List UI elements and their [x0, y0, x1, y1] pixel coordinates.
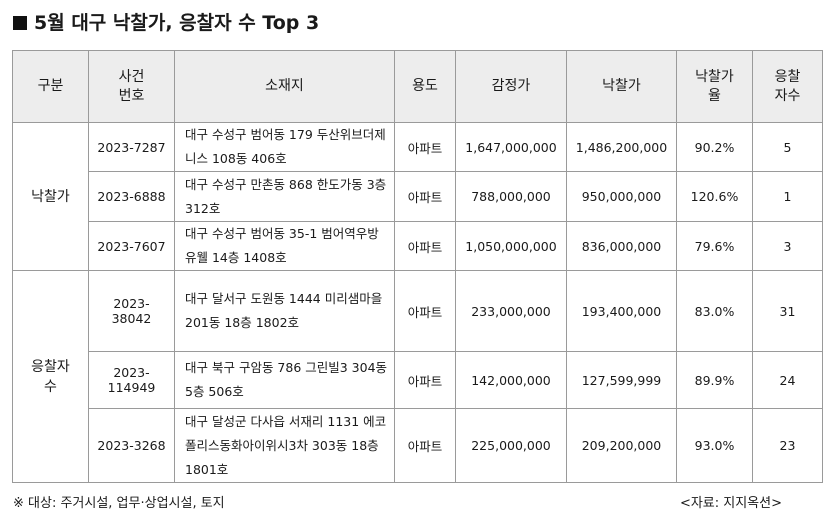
appraisal-value: 1,647,000,000	[455, 122, 567, 172]
bid-rate: 93.0%	[676, 408, 753, 483]
bidder-count: 5	[752, 122, 823, 172]
case-number: 2023-7287	[88, 122, 175, 172]
bidder-count: 3	[752, 221, 823, 271]
source-credit: <자료: 지지옥션>	[679, 496, 782, 511]
page-title: 5월 대구 낙찰가, 응찰자 수 Top 3	[13, 8, 319, 35]
address: 대구 북구 구암동 786 그린빌3 304동 5층 506호	[174, 351, 395, 409]
table-row: 2023- 114949 대구 북구 구암동 786 그린빌3 304동 5층 5…	[13, 351, 823, 409]
use: 아파트	[394, 171, 456, 222]
case-number: 2023-6888	[88, 171, 175, 222]
case-number: 2023-3268	[88, 408, 175, 483]
appraisal-value: 142,000,000	[455, 351, 567, 409]
bid-rate: 79.6%	[676, 221, 753, 271]
bid-rate: 83.0%	[676, 270, 753, 352]
table-row: 낙찰가 2023-7287 대구 수성구 범어동 179 두산위브더제니스 10…	[12, 122, 823, 271]
square-bullet-icon	[13, 16, 27, 30]
group-label: 낙찰가	[12, 122, 89, 271]
use: 아파트	[394, 221, 456, 271]
use: 아파트	[394, 122, 456, 172]
use: 아파트	[394, 408, 456, 483]
winning-bid: 1,486,200,000	[566, 122, 677, 172]
header-location: 소재지	[174, 50, 395, 123]
winning-bid: 193,400,000	[566, 270, 677, 352]
header-bid-rate: 낙찰가 율	[676, 50, 753, 123]
header-case-number: 사건 번호	[88, 50, 175, 123]
header-category: 구분	[12, 50, 89, 123]
address: 대구 수성구 범어동 179 두산위브더제니스 108동 406호	[174, 122, 395, 172]
address: 대구 수성구 만촌동 868 한도가동 3층 312호	[174, 171, 395, 222]
appraisal-value: 1,050,000,000	[455, 221, 567, 271]
bidder-count: 1	[752, 171, 823, 222]
use: 아파트	[394, 270, 456, 352]
header-row: 구분 사건 번호 소재지 용도 감정가 낙찰가 낙찰가 율 응찰 자수	[12, 50, 823, 123]
winning-bid: 836,000,000	[566, 221, 677, 271]
bid-rate: 90.2%	[676, 122, 753, 172]
table-row: 2023-7607 대구 수성구 범어동 35-1 범어역우방유웰 14층 14…	[13, 221, 823, 271]
table-row: 응찰자 수 2023- 38042 대구 달서구 도원동 1444 미리샘마을 20…	[12, 270, 823, 483]
bid-rate: 120.6%	[676, 171, 753, 222]
header-bidders: 응찰 자수	[752, 50, 823, 123]
bidder-count: 23	[752, 408, 823, 483]
winning-bid: 950,000,000	[566, 171, 677, 222]
use: 아파트	[394, 351, 456, 409]
appraisal-value: 788,000,000	[455, 171, 567, 222]
title-text: 5월 대구 낙찰가, 응찰자 수 Top 3	[34, 12, 320, 34]
winning-bid: 209,200,000	[566, 408, 677, 483]
table-row: 2023-6888 대구 수성구 만촌동 868 한도가동 3층 312호 아파…	[13, 171, 823, 222]
case-number: 2023-7607	[88, 221, 175, 271]
group-label: 응찰자 수	[12, 270, 89, 483]
header-appraisal: 감정가	[455, 50, 567, 123]
address: 대구 수성구 범어동 35-1 범어역우방유웰 14층 1408호	[174, 221, 395, 271]
header-use: 용도	[394, 50, 456, 123]
header-winning-bid: 낙찰가	[566, 50, 677, 123]
bidder-count: 31	[752, 270, 823, 352]
bidder-count: 24	[752, 351, 823, 409]
table-row: 2023-3268 대구 달성군 다사읍 서재리 1131 에코폴리스동화아이위…	[13, 408, 823, 483]
address: 대구 달성군 다사읍 서재리 1131 에코폴리스동화아이위시3차 303동 1…	[174, 408, 395, 483]
address: 대구 달서구 도원동 1444 미리샘마을 201동 18층 1802호	[174, 270, 395, 352]
auction-table: 구분 사건 번호 소재지 용도 감정가 낙찰가 낙찰가 율 응찰 자수 낙찰가 202…	[12, 50, 823, 483]
bid-rate: 89.9%	[676, 351, 753, 409]
case-number: 2023- 38042	[88, 270, 175, 352]
appraisal-value: 233,000,000	[455, 270, 567, 352]
case-number: 2023- 114949	[88, 351, 175, 409]
footnote: ※ 대상: 주거시설, 업무·상업시설, 토지	[13, 496, 225, 511]
appraisal-value: 225,000,000	[455, 408, 567, 483]
winning-bid: 127,599,999	[566, 351, 677, 409]
